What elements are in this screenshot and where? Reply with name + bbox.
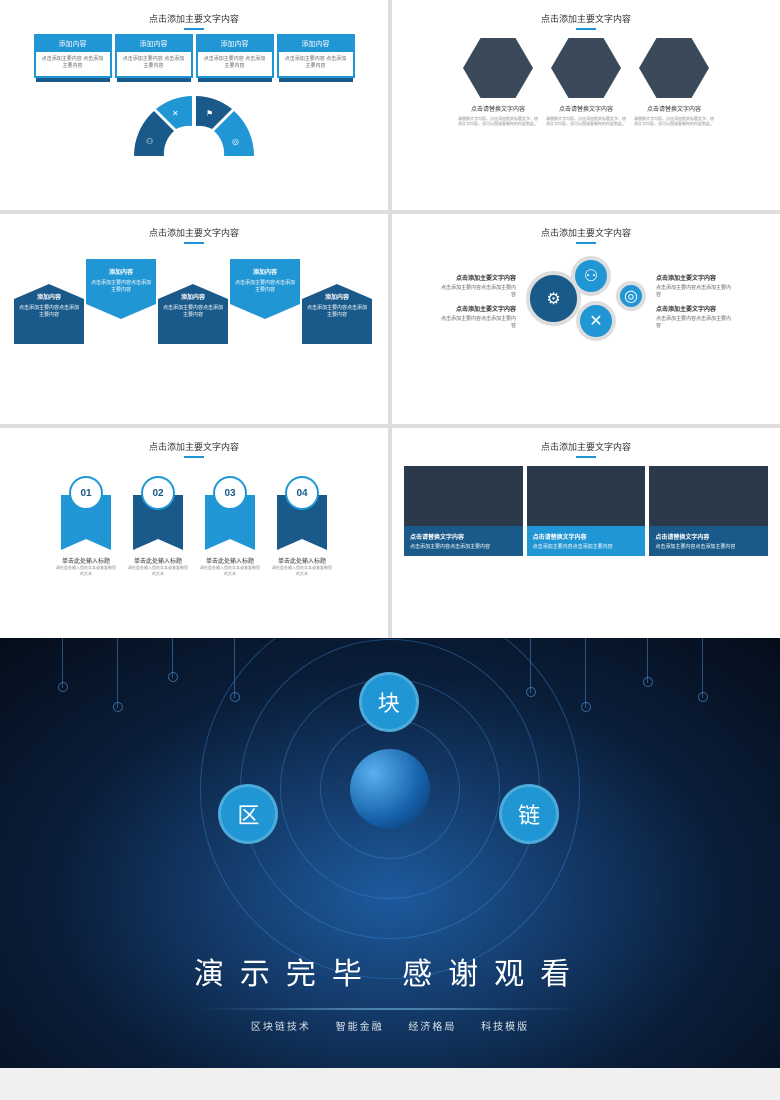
slide-2: 点击添加主要文字内容 点击请替换文字内容请替换文字内容，点击添加相关标题文字，修… [392, 0, 780, 210]
circle-label: 点击添加主要文字内容点击添加主要内容点击添加主要内容点击添加主要文字内容点击添加… [650, 273, 740, 329]
slide-title: 点击添加主要文字内容 [404, 440, 768, 458]
ribbon-item: 02单击此处输入标题请在此处输入您的文本或者复制您的文本 [128, 476, 188, 577]
card-image [527, 466, 646, 526]
hex-item: 点击请替换文字内容请替换文字内容，点击添加相关标题文字，修改文字内容，也可以直接… [546, 38, 626, 126]
hex-item: 点击请替换文字内容请替换文字内容，点击添加相关标题文字，修改文字内容，也可以直接… [634, 38, 714, 126]
ribbon-item: 01单击此处输入标题请在此处输入您的文本或者复制您的文本 [56, 476, 116, 577]
box-row: 添加内容点击添加主要内容 点击添加主要内容 添加内容点击添加主要内容 点击添加主… [12, 34, 376, 78]
image-card: 点击请替换文字内容点击添加主要内容点击添加主要内容 [404, 466, 523, 556]
slide-6: 点击添加主要文字内容 点击请替换文字内容点击添加主要内容点击添加主要内容 点击请… [392, 428, 780, 638]
svg-text:◎: ◎ [232, 137, 239, 146]
content-box: 添加内容点击添加主要内容 点击添加主要内容 [34, 34, 112, 78]
ribbon-row: 01单击此处输入标题请在此处输入您的文本或者复制您的文本 02单击此处输入标题请… [12, 476, 376, 577]
slide-title: 点击添加主要文字内容 [404, 12, 768, 30]
svg-text:✕: ✕ [172, 109, 179, 118]
tools-icon: ✕ [576, 301, 616, 341]
slide-4: 点击添加主要文字内容 点击添加主要文字内容点击添加主要内容点击添加主要内容点击添… [392, 214, 780, 424]
ribbon-item: 04单击此处输入标题请在此处输入您的文本或者复制您的文本 [272, 476, 332, 577]
arrow-item: 添加内容点击添加主要内容点击添加主要内容 [230, 259, 302, 319]
circle-label: 点击添加主要文字内容点击添加主要内容点击添加主要内容点击添加主要文字内容点击添加… [432, 273, 522, 329]
arrow-item: 添加内容点击添加主要内容点击添加主要内容 [302, 259, 374, 344]
image-card: 点击请替换文字内容点击添加主要内容点击添加主要内容 [649, 466, 768, 556]
arrow-row: 添加内容点击添加主要内容点击添加主要内容 添加内容点击添加主要内容点击添加主要内… [12, 259, 376, 344]
card-image [649, 466, 768, 526]
hex-image [463, 38, 533, 98]
hex-image [639, 38, 709, 98]
svg-text:⚑: ⚑ [206, 109, 213, 118]
globe-icon [350, 749, 430, 829]
light-flare [190, 1008, 590, 1010]
people-icon: ⚇ [571, 256, 611, 296]
hero-title: 演示完毕 感谢观看 [0, 949, 780, 993]
semicircle-chart: ⚇ ✕ ⚑ ◎ [12, 86, 376, 161]
slide-title: 点击添加主要文字内容 [404, 226, 768, 244]
content-box: 添加内容点击添加主要内容 点击添加主要内容 [115, 34, 193, 78]
ribbon-item: 03单击此处输入标题请在此处输入您的文本或者复制您的文本 [200, 476, 260, 577]
content-box: 添加内容点击添加主要内容 点击添加主要内容 [277, 34, 355, 78]
slide-title: 点击添加主要文字内容 [12, 12, 376, 30]
hero-node: 块 [359, 672, 419, 732]
image-cards: 点击请替换文字内容点击添加主要内容点击添加主要内容 点击请替换文字内容点击添加主… [404, 466, 768, 556]
target-icon: ◎ [616, 281, 646, 311]
slide-title: 点击添加主要文字内容 [12, 440, 376, 458]
slide-5: 点击添加主要文字内容 01单击此处输入标题请在此处输入您的文本或者复制您的文本 … [0, 428, 388, 638]
image-card: 点击请替换文字内容点击添加主要内容点击添加主要内容 [527, 466, 646, 556]
arrow-item: 添加内容点击添加主要内容点击添加主要内容 [158, 259, 230, 344]
hero-slide: 区 块 链 演示完毕 感谢观看 区块链技术 智能金融 经济格局 科技模版 [0, 638, 780, 1068]
svg-text:⚇: ⚇ [146, 137, 153, 146]
card-image [404, 466, 523, 526]
hero-node: 链 [499, 784, 559, 844]
hex-image [551, 38, 621, 98]
slide-title: 点击添加主要文字内容 [12, 226, 376, 244]
hex-item: 点击请替换文字内容请替换文字内容，点击添加相关标题文字，修改文字内容，也可以直接… [458, 38, 538, 126]
hero-subtitle: 区块链技术 智能金融 经济格局 科技模版 [0, 1018, 780, 1033]
arrow-item: 添加内容点击添加主要内容点击添加主要内容 [14, 259, 86, 344]
circle-cluster: 点击添加主要文字内容点击添加主要内容点击添加主要内容点击添加主要文字内容点击添加… [404, 256, 768, 346]
slide-1: 点击添加主要文字内容 添加内容点击添加主要内容 点击添加主要内容 添加内容点击添… [0, 0, 388, 210]
slide-3: 点击添加主要文字内容 添加内容点击添加主要内容点击添加主要内容 添加内容点击添加… [0, 214, 388, 424]
hex-row: 点击请替换文字内容请替换文字内容，点击添加相关标题文字，修改文字内容，也可以直接… [404, 38, 768, 126]
arrow-item: 添加内容点击添加主要内容点击添加主要内容 [86, 259, 158, 319]
content-box: 添加内容点击添加主要内容 点击添加主要内容 [196, 34, 274, 78]
